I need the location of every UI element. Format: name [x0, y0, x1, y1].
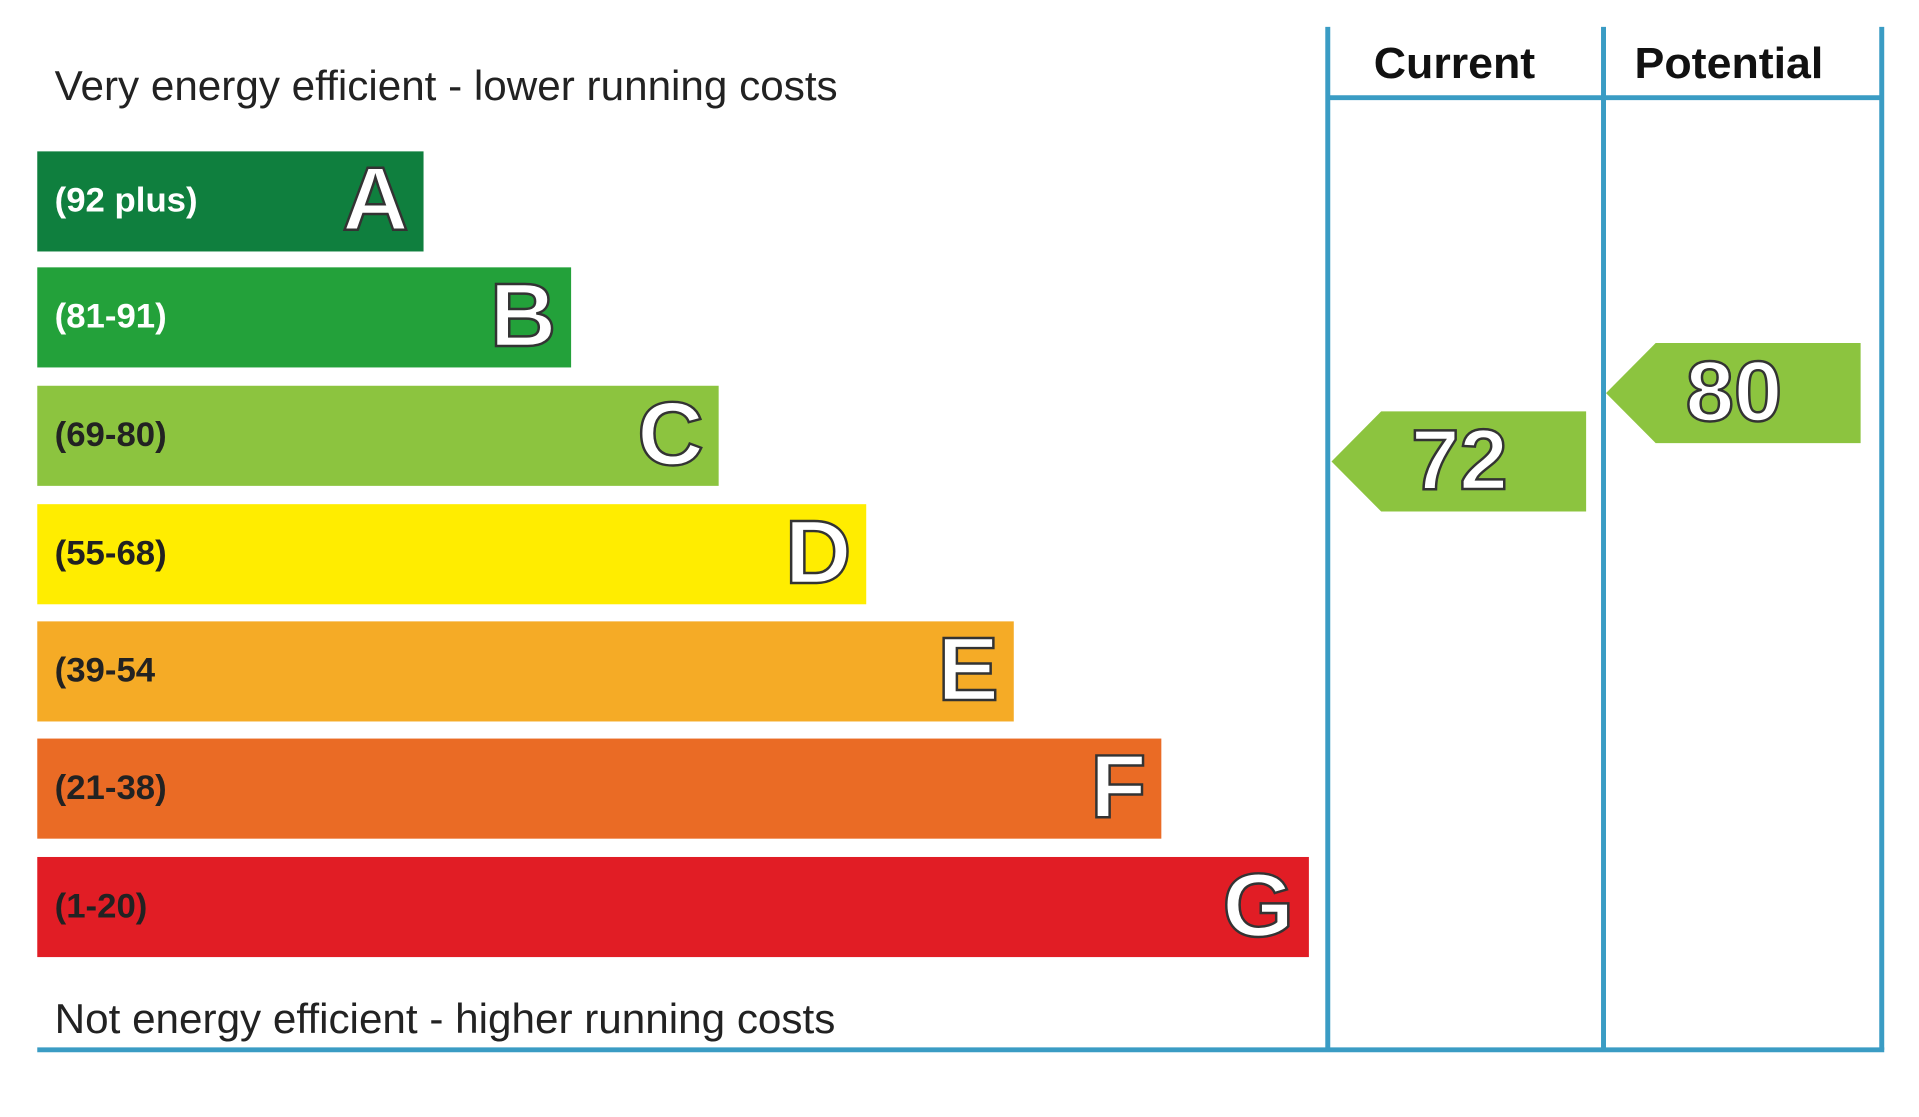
- band-range: (39-54: [55, 652, 155, 690]
- band-range: (92 plus): [55, 182, 198, 220]
- rating-value: 72: [1411, 413, 1508, 508]
- band-range: (81-91): [55, 298, 167, 336]
- band-letter: B: [490, 266, 556, 366]
- rating-value: 80: [1686, 344, 1783, 439]
- band-letter: C: [637, 384, 703, 484]
- band-range: (69-80): [55, 416, 167, 454]
- column-header: Current: [1374, 39, 1536, 88]
- rating-arrow: [1331, 411, 1587, 512]
- band-range: (21-38): [55, 769, 167, 807]
- band-range: (55-68): [55, 535, 167, 573]
- top-label: Very energy efficient - lower running co…: [55, 62, 838, 109]
- band-bar: [37, 267, 572, 368]
- band-bar: [37, 856, 1309, 958]
- band-bar: [37, 504, 867, 605]
- band-range: (1-20): [55, 888, 148, 926]
- band-letter: F: [1090, 737, 1146, 837]
- band-bar: [37, 738, 1162, 839]
- band-bar: [37, 151, 424, 252]
- band-bar: [37, 621, 1014, 722]
- band-bar: [37, 385, 719, 486]
- band-letter: E: [938, 620, 999, 720]
- column-header: Potential: [1635, 39, 1824, 88]
- band-letter: G: [1223, 855, 1294, 955]
- bottom-label: Not energy efficient - higher running co…: [55, 995, 836, 1042]
- band-letter: D: [785, 503, 851, 603]
- band-letter: A: [342, 150, 408, 250]
- rating-arrow: [1605, 343, 1861, 444]
